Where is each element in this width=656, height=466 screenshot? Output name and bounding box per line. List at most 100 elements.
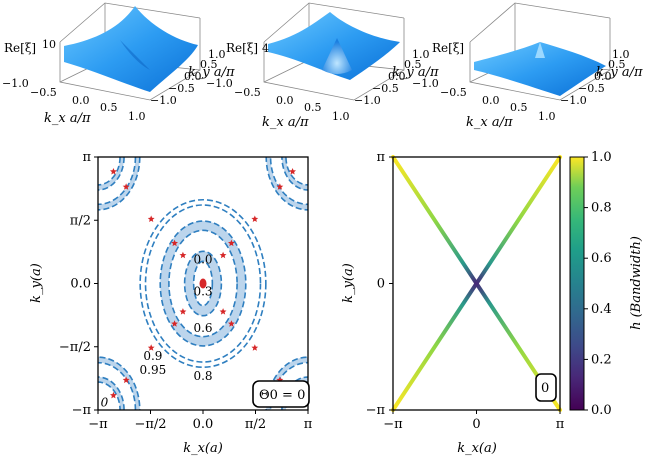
- bandwidth-panel: −π 0 π −π 0 π 0 k_x(a) k_y(a) 0.0 0.2 0.4 0.6 0.8…: [341, 150, 644, 456]
- panel-a-surface: [64, 6, 198, 92]
- panel-a-ylabel: k_y a/π: [188, 65, 235, 80]
- bandwidth-xtick-label: π: [556, 417, 565, 432]
- panel-a-ztick: 10: [42, 38, 56, 51]
- bandwidth-ytick-label: π: [376, 150, 385, 165]
- contour-line: [144, 204, 262, 363]
- contour-band: [184, 251, 222, 316]
- panel-c-xtick-2: 0.0: [482, 94, 500, 107]
- bandwidth-badge: 0: [535, 373, 557, 402]
- panel-a-xlabel: k_x a/π: [44, 111, 91, 126]
- contour-level-labels: 0.0 0.3 0.6 0.90.95 0.8 0: [101, 252, 213, 409]
- contour-xtick-label: −π/2: [134, 417, 166, 432]
- contour-star-marker: [147, 344, 155, 351]
- surface-panel-b: Re[ξ] 4 −1.0 −0.5 0.0 0.5 1.0 −1.0 −0.5 …: [206, 2, 439, 130]
- colorbar-tick-label: 0.6: [591, 251, 612, 266]
- contour-ytick-label: 0.0: [70, 277, 91, 292]
- contour-corner-band: [285, 157, 308, 185]
- panel-b-xtick-2: 0.0: [276, 94, 294, 107]
- contour-line: [139, 198, 267, 369]
- bandwidth-xtick-label: −π: [383, 417, 403, 432]
- contour-xlabel: k_x(a): [183, 441, 223, 456]
- panel-c-surface: [474, 42, 606, 96]
- contour-star-marker: [171, 320, 178, 327]
- panel-c-xtick-1: −0.5: [440, 86, 467, 99]
- panel-a-ytick-3: 0.5: [200, 58, 218, 71]
- panel-c-xtick-3: 0.5: [510, 101, 528, 114]
- surface-panel-a: Re[ξ] 10 −1.0 −0.5 0.0 0.5 1.0 −1.0 −0.5…: [2, 2, 235, 126]
- contour-star-marker: [289, 168, 296, 175]
- colorbar-tick-label: 0.2: [591, 352, 612, 367]
- contour-corner-band: [98, 382, 121, 410]
- bandwidth-xtick-label: 0: [472, 417, 480, 432]
- bandwidth-ylabel: k_y(a): [341, 263, 356, 303]
- panel-a-zlabel: Re[ξ]: [4, 41, 36, 55]
- panel-b-ytick-2: 0.0: [388, 70, 406, 83]
- contour-level-label: 0.8: [193, 369, 212, 383]
- contour-level-label: 0.6: [193, 321, 212, 335]
- panel-c-zlabel: Re[ξ]: [432, 41, 464, 55]
- colorbar-tick-label: 0.4: [591, 302, 612, 317]
- surface-panel-c: Re[ξ] −1.0 −0.5 0.0 0.5 1.0 −1.0 −0.5 0.…: [412, 2, 643, 130]
- bandwidth-ticks: −π 0 π −π 0 π: [366, 150, 565, 432]
- contour-line: [159, 220, 247, 347]
- panel-c-xtick-4: 1.0: [538, 110, 556, 123]
- contour-line: [192, 260, 214, 307]
- contour-badge: Θ0 = 0: [252, 380, 310, 408]
- colorbar-ticks: 0.0 0.2 0.4 0.6 0.8 1.0: [584, 150, 612, 418]
- contour-star-marker: [251, 344, 259, 351]
- contour-star-marker: [276, 183, 284, 190]
- contour-ticks: −π −π/2 0.0 π/2 π −π −π/2 0.0 π/2 π: [59, 150, 313, 432]
- panel-b-xtick-1: −0.5: [234, 86, 261, 99]
- panel-c-ylabel: k_y a/π: [596, 65, 643, 80]
- contour-star-marker: [122, 376, 130, 384]
- panel-b-xtick-3: 0.5: [304, 101, 322, 114]
- bandwidth-marks: [391, 155, 562, 412]
- bandwidth-ytick-label: 0: [377, 277, 385, 292]
- contour-star-marker: [219, 308, 227, 315]
- panel-b-ytick-0: −1.0: [354, 94, 381, 107]
- panel-c-ytick-4: 1.0: [612, 48, 630, 61]
- contour-star-marker: [251, 215, 259, 222]
- panel-a-ytick-0: −1.0: [150, 94, 177, 107]
- contour-marks: [98, 157, 308, 410]
- panel-b-xlabel: k_x a/π: [262, 115, 309, 130]
- contour-star-marker: [219, 251, 227, 259]
- panel-a-xtick-0: −1.0: [2, 77, 29, 90]
- contour-level-label: 0.95: [140, 363, 167, 377]
- panel-c-ytick-0: −1.0: [560, 94, 587, 107]
- contour-panel: 0.0 0.3 0.6 0.90.95 0.8 0 −π −π/2 0.0 π/2 π −π −π/2…: [29, 150, 313, 456]
- contour-line: [183, 250, 223, 317]
- bandwidth-line: [391, 155, 562, 412]
- contour-star-marker: [110, 168, 117, 175]
- contour-xtick-label: 0.0: [193, 417, 214, 432]
- colorbar-tick-label: 1.0: [591, 150, 612, 165]
- colorbar-tick-label: 0.0: [591, 403, 612, 418]
- panel-c-ytick-2: 0.0: [594, 70, 612, 83]
- panel-a-xtick-4: 1.0: [128, 110, 146, 123]
- contour-star-marker: [228, 239, 235, 247]
- panel-b-ytick-3: 0.5: [404, 58, 422, 71]
- contour-xtick-label: π/2: [245, 417, 266, 432]
- bandwidth-ytick-label: −π: [366, 403, 386, 418]
- panel-b-zlabel: Re[ξ]: [226, 41, 258, 55]
- contour-center-marker: [199, 278, 207, 289]
- contour-ytick-label: −π: [72, 403, 92, 418]
- contour-badge-text: Θ0 = 0: [259, 388, 305, 403]
- contour-level-label: 0.9: [143, 349, 162, 363]
- panel-a-xtick-3: 0.5: [100, 101, 118, 114]
- panel-b-xtick-0: −1.0: [206, 77, 233, 90]
- panel-a-ytick-2: 0.0: [184, 70, 202, 83]
- bandwidth-badge-box: [535, 373, 557, 402]
- contour-ytick-label: π: [82, 150, 91, 165]
- panel-b-ytick-4: 1.0: [412, 48, 430, 61]
- contour-star-marker: [228, 320, 235, 327]
- contour-corner-band: [98, 157, 121, 185]
- colorbar-label: h (Bandwidth): [629, 236, 644, 330]
- panel-a-dip: [120, 40, 150, 70]
- contour-level-label: 0: [101, 395, 109, 409]
- panel-b-spike: [322, 38, 352, 74]
- bandwidth-badge-text: 0: [541, 381, 549, 396]
- panel-c-ytick-1: −0.5: [578, 82, 605, 95]
- contour-ytick-label: π/2: [70, 213, 91, 228]
